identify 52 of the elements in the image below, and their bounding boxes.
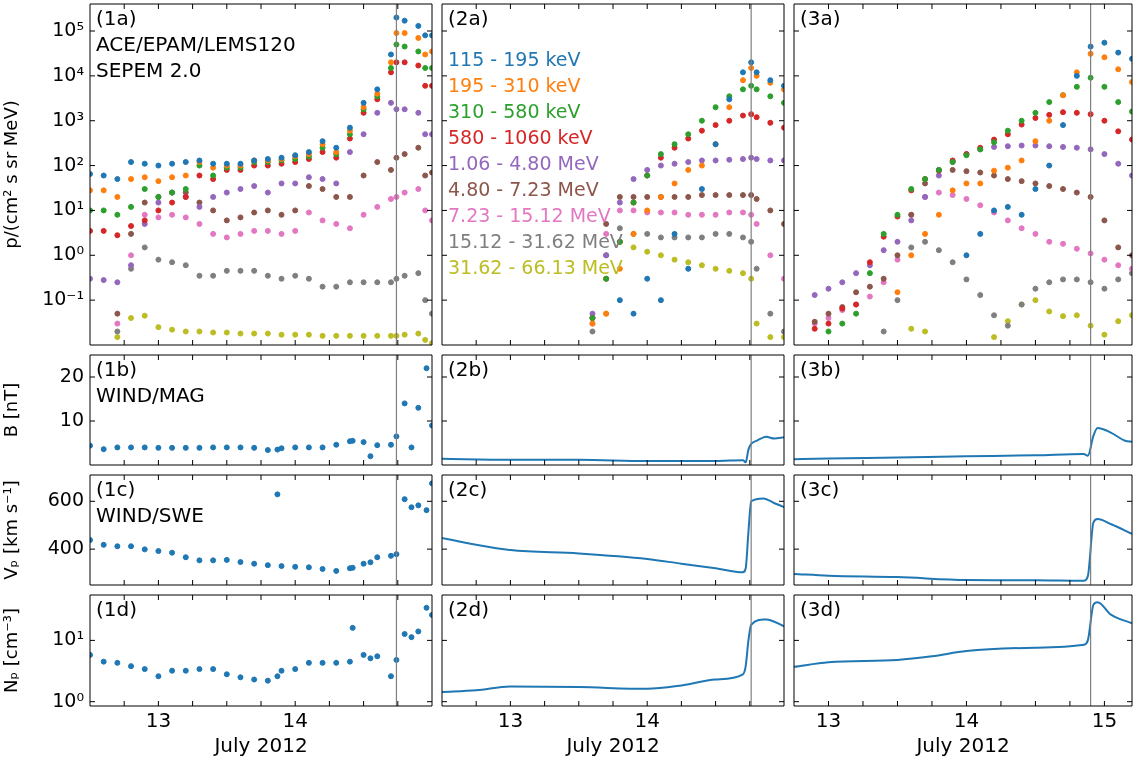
y-tick-label: 10² [52, 152, 84, 175]
y-tick-label: 10³ [52, 107, 84, 130]
annotation: (2a) [448, 6, 489, 31]
y-tick-label: 10⁻¹ [42, 287, 84, 310]
text: 4.80 - 7.23 MeV [448, 178, 599, 201]
text: 7.23 - 15.12 MeV [448, 204, 611, 227]
annotation: (1b) [96, 357, 138, 382]
annotation: (1a) [96, 6, 137, 31]
x-axis-title: July 2012 [564, 733, 660, 758]
text: 31.62 - 66.13 MeV [448, 256, 623, 279]
annotation: (3a) [800, 6, 841, 31]
text: 1.06 - 4.80 MeV [448, 152, 599, 175]
y-tick-label: 10⁰ [52, 242, 84, 265]
x-tick-label: 14 [282, 708, 308, 733]
y-tick-label: 10⁴ [52, 62, 85, 85]
y-tick-label: 10⁵ [52, 17, 84, 40]
annotation: ACE/EPAM/LEMS120 [96, 32, 296, 57]
y-tick-label: 400 [47, 536, 84, 559]
x-tick-label: 14 [634, 708, 660, 733]
y-tick-label: 600 [47, 488, 84, 511]
text: 115 - 195 keV [448, 48, 581, 71]
x-tick-label: 14 [953, 708, 980, 733]
text: 580 - 1060 keV [448, 126, 593, 149]
x-tick-label: 15 [1091, 708, 1118, 733]
y-axis-title: Vₚ [km s⁻¹] [0, 480, 22, 580]
annotation: (2b) [448, 357, 490, 382]
annotation: (1c) [96, 477, 136, 502]
y-tick-label: 10¹ [52, 197, 84, 220]
y-tick-label: 10⁰ [52, 688, 84, 711]
y-tick-label: 10 [59, 407, 84, 430]
x-tick-label: 13 [145, 708, 172, 733]
x-axis-title: July 2012 [212, 733, 308, 758]
annotation: (3c) [800, 477, 840, 502]
y-axis-title: p/(cm² s sr MeV) [0, 100, 22, 249]
annotation: (3d) [800, 597, 842, 622]
y-axis-title: Nₚ [cm⁻³] [0, 607, 22, 694]
x-tick-label: 13 [497, 708, 524, 733]
text: 310 - 580 keV [448, 100, 581, 123]
annotation: (2d) [448, 597, 490, 622]
annotation: WIND/MAG [96, 383, 205, 408]
y-axis-title: B [nT] [0, 382, 22, 438]
text: 15.12 - 31.62 MeV [448, 230, 623, 253]
x-tick-label: 13 [815, 708, 842, 733]
annotation: (2c) [448, 477, 488, 502]
annotation: SEPEM 2.0 [96, 58, 202, 83]
text: 195 - 310 keV [448, 74, 581, 97]
annotation: (3b) [800, 357, 842, 382]
y-tick-label: 20 [59, 363, 84, 386]
x-axis-title: July 2012 [914, 733, 1010, 758]
annotation: (1d) [96, 597, 138, 622]
annotation: WIND/SWE [96, 503, 204, 528]
y-tick-label: 10¹ [52, 627, 84, 650]
